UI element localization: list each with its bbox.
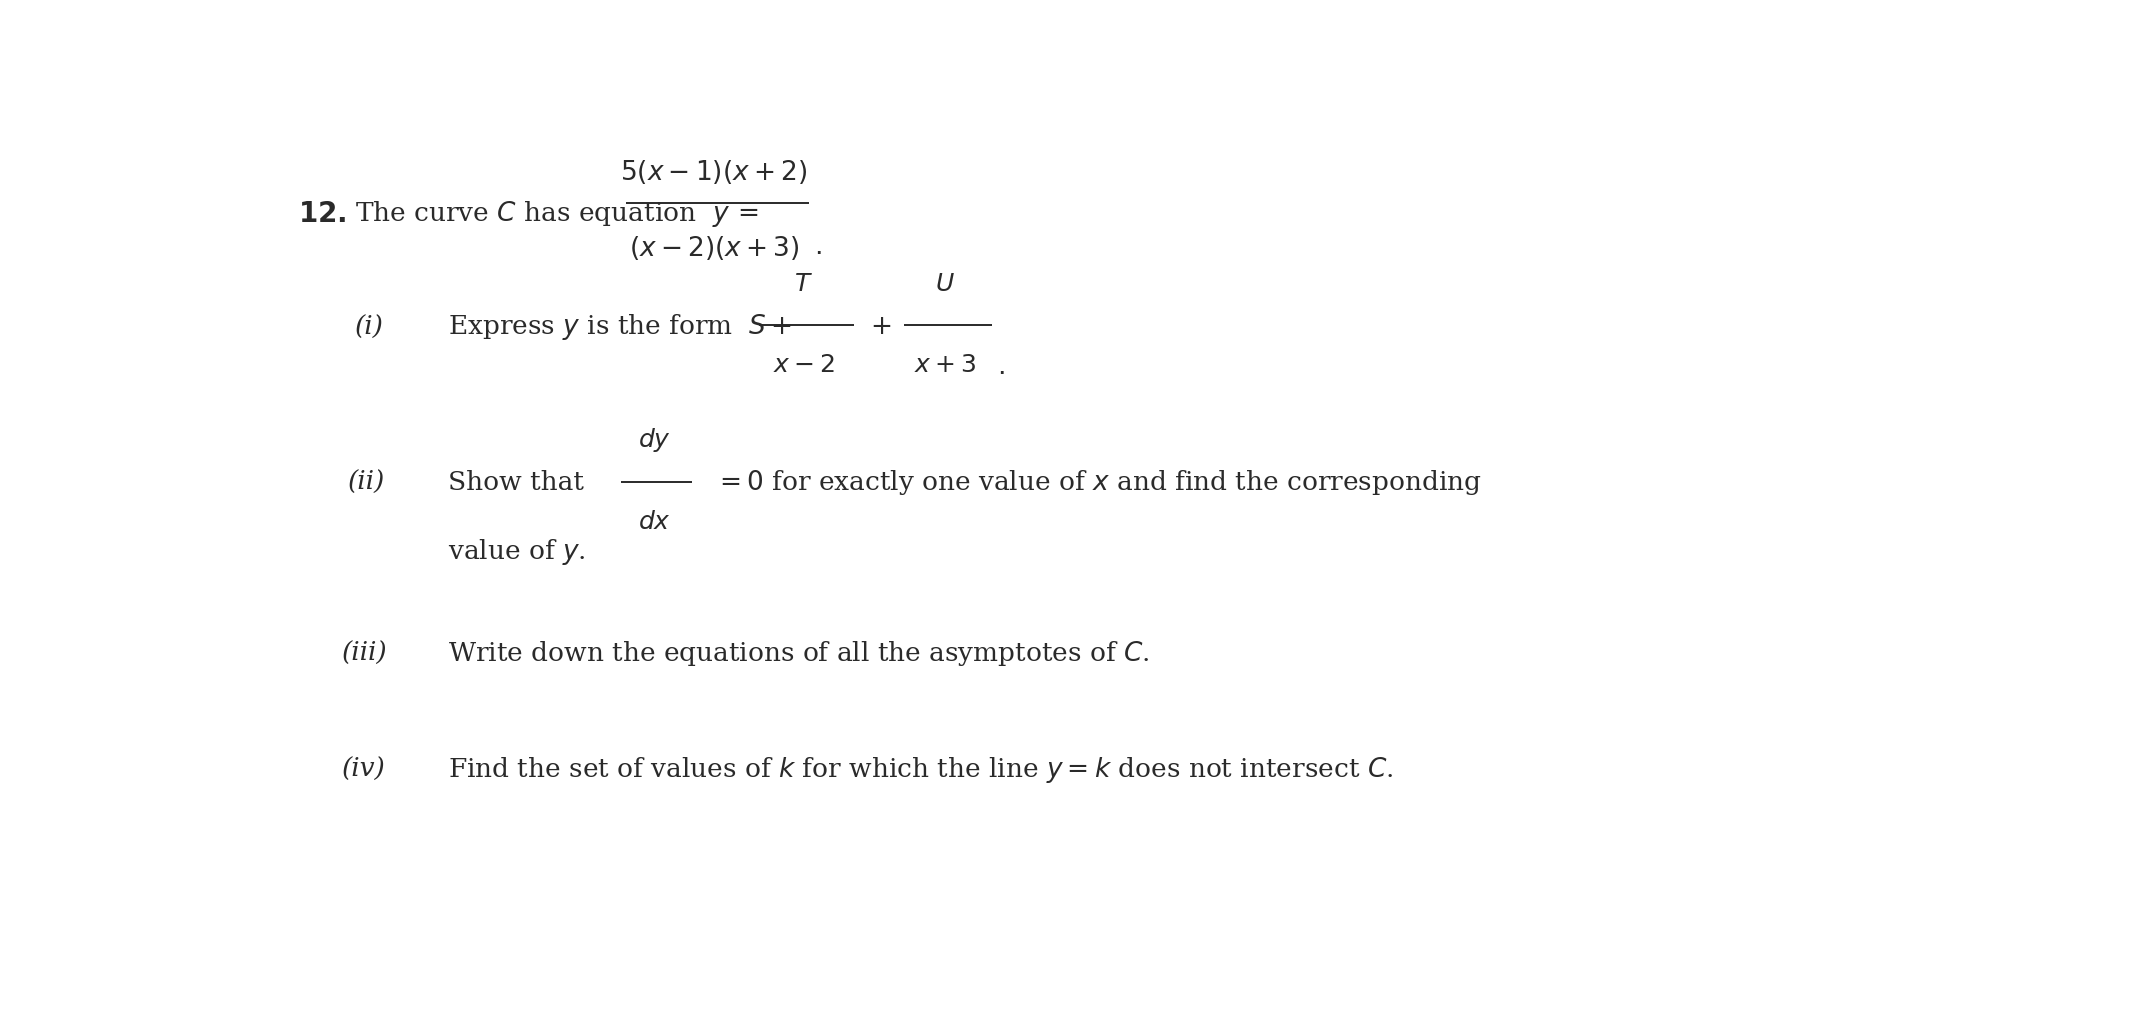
Text: (iii): (iii) [341,641,386,666]
Text: $.\ $: $.\ $ [996,354,1004,379]
Text: Show that: Show that [449,470,584,494]
Text: (ii): (ii) [348,470,386,494]
Text: (iv): (iv) [341,758,384,782]
Text: $T$: $T$ [794,272,813,296]
Text: $dy$: $dy$ [637,426,670,454]
Text: $= 0$ for exactly one value of $x$ and find the corresponding: $= 0$ for exactly one value of $x$ and f… [715,468,1481,496]
Text: The curve $C$ has equation  $y\,=$: The curve $C$ has equation $y\,=$ [354,200,758,229]
Text: $\mathbf{12.}$: $\mathbf{12.}$ [298,201,346,228]
Text: $(x-2)(x+3)$: $(x-2)(x+3)$ [629,234,798,261]
Text: $dx$: $dx$ [637,512,670,534]
Text: (i): (i) [354,315,384,339]
Text: $x-2$: $x-2$ [773,354,835,377]
Text: $.\ $: $.\ $ [813,234,822,258]
Text: $5(x-1)(x+2)$: $5(x-1)(x+2)$ [620,157,807,186]
Text: Find the set of values of $k$ for which the line $y=k$ does not intersect $C$.: Find the set of values of $k$ for which … [449,755,1393,785]
Text: Write down the equations of all the asymptotes of $C$.: Write down the equations of all the asym… [449,639,1150,668]
Text: $+$: $+$ [869,315,891,339]
Text: $x+3$: $x+3$ [914,354,976,377]
Text: Express $y$ is the form  $S+$: Express $y$ is the form $S+$ [449,312,792,342]
Text: value of $y$.: value of $y$. [449,537,586,567]
Text: $U$: $U$ [936,272,955,296]
